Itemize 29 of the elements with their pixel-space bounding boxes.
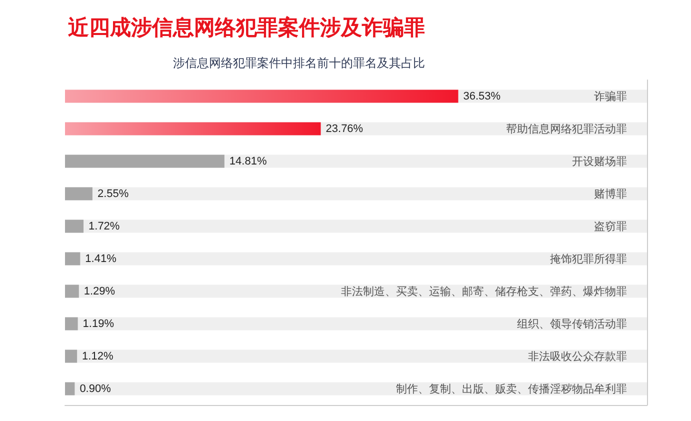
y-tick-label: 掩饰犯罪所得罪 (550, 252, 627, 266)
bar (65, 382, 75, 396)
data-label: 1.29% (84, 285, 116, 298)
data-label: 23.76% (326, 122, 364, 135)
bar (65, 187, 92, 200)
bar (65, 317, 78, 330)
y-tick-label: 开设赌场罪 (572, 154, 627, 168)
chart-subtitle: 涉信息网络犯罪案件中排名前十的罪名及其占比 (173, 56, 425, 70)
y-tick-label: 诈骗罪 (594, 90, 627, 103)
y-tick-label: 帮助信息网络犯罪活动罪 (506, 122, 627, 136)
bar (65, 350, 78, 363)
chart-title: 近四成涉信息网络犯罪案件涉及诈骗罪 (67, 16, 425, 40)
y-tick-label: 赌博罪 (594, 187, 627, 200)
data-label: 1.19% (82, 318, 114, 330)
y-tick-label: 盗窃罪 (594, 220, 627, 233)
data-label: 0.90% (80, 382, 112, 395)
data-label: 14.81% (229, 155, 267, 168)
y-tick-label: 制作、复制、出版、贩卖、传播淫秽物品牟利罪 (396, 382, 627, 396)
bar (65, 284, 79, 298)
data-label: 1.41% (85, 252, 117, 265)
data-label: 36.53% (463, 90, 501, 102)
bar (65, 252, 80, 266)
bar (65, 220, 84, 233)
data-label: 1.12% (82, 350, 114, 362)
data-label: 1.72% (88, 220, 120, 232)
y-tick-label: 非法制造、买卖、运输、邮寄、储存枪支、弹药、爆炸物罪 (341, 284, 627, 298)
y-tick-label: 组织、领导传销活动罪 (517, 317, 627, 330)
data-label: 2.55% (97, 188, 129, 200)
y-tick-label: 非法吸收公众存款罪 (528, 350, 627, 363)
